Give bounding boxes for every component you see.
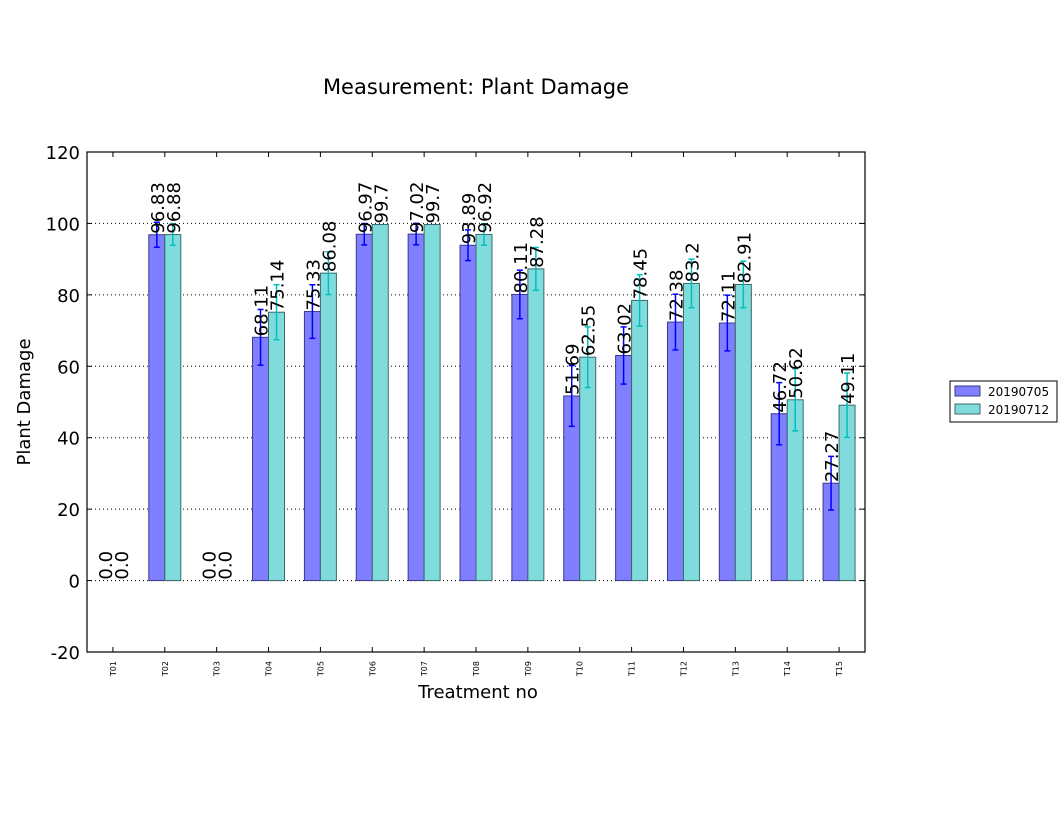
- x-tick-label: T07: [420, 661, 429, 677]
- y-axis: -20 0 20 40 60 80 100 120: [46, 143, 865, 664]
- bar-20190705-T05: [303, 311, 321, 582]
- bar-20190712-T06: [371, 224, 389, 582]
- data-label: 93.89: [459, 193, 480, 245]
- bar-20190712-T08: [475, 233, 493, 582]
- data-label: 68.11: [252, 285, 273, 337]
- data-label: 0.0: [112, 551, 133, 580]
- y-tick-label: 20: [57, 500, 80, 521]
- bar-20190705-T11: [615, 355, 633, 582]
- data-label: 86.08: [319, 221, 340, 273]
- y-tick-label: 120: [46, 143, 80, 164]
- y-tick-label: 0: [69, 572, 80, 593]
- data-label: 96.97: [355, 182, 376, 234]
- y-tick-label: 60: [57, 357, 80, 378]
- x-tick-label: T15: [835, 661, 844, 677]
- y-tick-label: 100: [46, 214, 80, 235]
- data-label: 96.88: [164, 182, 185, 234]
- x-tick-label: T12: [679, 661, 688, 677]
- chart-title: Measurement: Plant Damage: [323, 75, 629, 99]
- data-label: 0.0: [96, 551, 117, 580]
- y-axis-label: Plant Damage: [14, 338, 35, 465]
- y-tick-label: -20: [51, 643, 80, 664]
- bar-20190712-T02: [164, 234, 182, 582]
- data-label: 78.45: [631, 248, 652, 300]
- x-axis: T01 T02 T03 T04 T05 T06 T07 T08 T09 T10 T11 T12 T13 T…: [109, 152, 844, 677]
- legend: 20190705 20190712: [949, 380, 1058, 423]
- data-label: 80.11: [511, 242, 532, 294]
- bar-20190705-T02: [148, 234, 166, 582]
- bar-20190705-T13: [718, 322, 736, 582]
- x-tick-label: T06: [368, 661, 377, 677]
- bar-20190705-T08: [459, 244, 477, 582]
- data-label: 0.0: [216, 551, 237, 580]
- x-tick-label: T13: [731, 661, 740, 677]
- y-tick-label: 80: [57, 286, 80, 307]
- data-label: 46.72: [770, 361, 791, 413]
- data-label: 82.91: [734, 232, 755, 284]
- data-label: 27.27: [822, 431, 843, 483]
- bar-20190712-T09: [527, 268, 545, 582]
- legend-label: 20190705: [988, 385, 1049, 399]
- data-label: 96.83: [148, 182, 169, 234]
- error-bars: [153, 221, 851, 511]
- data-label: 63.02: [615, 303, 636, 355]
- bar-20190712-T12: [682, 282, 700, 582]
- x-tick-label: T01: [109, 661, 118, 677]
- data-labels: 0.0 96.83 0.0 68.11 75.33 96.97 97.02 93.89 80.1…: [96, 182, 859, 580]
- data-label: 72.11: [718, 271, 739, 323]
- x-tick-label: T11: [628, 661, 637, 677]
- data-label: 97.02: [407, 182, 428, 234]
- x-tick-label: T08: [472, 661, 481, 677]
- bar-20190712-T05: [319, 272, 337, 582]
- legend-swatch-20190705: [954, 385, 981, 397]
- data-label: 96.92: [475, 182, 496, 234]
- bar-20190712-T07: [423, 224, 441, 582]
- y-tick-label: 40: [57, 429, 80, 450]
- x-tick-label: T03: [213, 661, 222, 677]
- data-label: 75.33: [303, 259, 324, 311]
- bar-20190712-T04: [268, 311, 286, 582]
- x-tick-label: T10: [576, 661, 585, 677]
- x-tick-label: T02: [161, 661, 170, 677]
- data-label: 62.55: [579, 305, 600, 357]
- bar-20190705-T06: [355, 233, 373, 582]
- data-label: 0.0: [200, 551, 221, 580]
- x-axis-label: Treatment no: [417, 682, 538, 703]
- legend-swatch-20190712: [954, 403, 981, 415]
- bar-20190705-T04: [252, 336, 270, 582]
- data-label: 83.2: [682, 242, 703, 282]
- data-label: 51.69: [563, 343, 584, 395]
- bar-20190712-T13: [734, 283, 752, 582]
- data-label: 72.38: [666, 270, 687, 322]
- bar-20190705-T12: [666, 321, 684, 582]
- x-tick-label: T09: [524, 661, 533, 677]
- legend-label: 20190712: [988, 403, 1049, 417]
- data-label: 50.62: [786, 347, 807, 399]
- data-label: 75.14: [268, 260, 289, 312]
- x-tick-label: T14: [783, 661, 792, 677]
- data-label: 49.11: [838, 353, 859, 405]
- data-label: 99.7: [371, 183, 392, 223]
- x-tick-label: T04: [265, 661, 274, 677]
- bar-20190705-T07: [407, 233, 425, 582]
- data-label: 99.7: [423, 183, 444, 223]
- x-tick-label: T05: [316, 661, 325, 677]
- bar-20190705-T09: [511, 293, 529, 582]
- bars: [148, 224, 856, 582]
- data-label: 87.28: [527, 216, 548, 268]
